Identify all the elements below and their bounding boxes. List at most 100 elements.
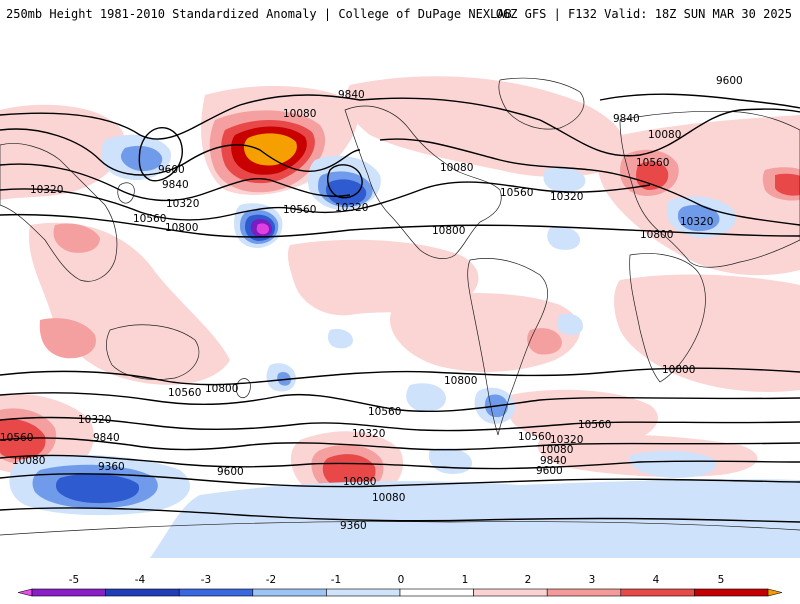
anomaly-region bbox=[53, 223, 100, 253]
colorbar-swatch bbox=[473, 588, 548, 597]
contour-label: 10320 bbox=[166, 198, 199, 210]
coastline-south-america bbox=[467, 258, 548, 436]
contour-label: 10080 bbox=[440, 162, 473, 174]
contour-label: 10560 bbox=[368, 406, 401, 418]
anomaly-region bbox=[543, 167, 586, 193]
anomaly-region bbox=[327, 329, 353, 349]
model-run-valid-time: 06Z GFS | F132 Valid: 18Z SUN MAR 30 202… bbox=[495, 7, 792, 21]
colorbar-tick: 0 bbox=[398, 574, 405, 586]
colorbar-tick: -5 bbox=[69, 574, 79, 586]
colorbar-swatch bbox=[767, 588, 783, 597]
contour-label: 10560 bbox=[168, 387, 201, 399]
colorbar: -5 -4 -3 -2 -1 0 1 2 3 4 5 bbox=[0, 572, 800, 600]
anomaly-region bbox=[277, 371, 291, 386]
anomaly-region bbox=[322, 454, 376, 489]
contour-line bbox=[379, 138, 800, 226]
contour-label: 10800 bbox=[444, 375, 477, 387]
contour-label: 9600 bbox=[536, 465, 563, 477]
colorbar-tick-labels: -5 -4 -3 -2 -1 0 1 2 3 4 5 bbox=[69, 574, 725, 586]
colorbar-svg: -5 -4 -3 -2 -1 0 1 2 3 4 5 bbox=[17, 574, 783, 597]
anomaly-region bbox=[256, 223, 269, 235]
contour-line bbox=[599, 93, 800, 109]
contour-label: 10800 bbox=[205, 383, 238, 395]
contour-labels: 9840 9600 10080 9600 9840 10320 10560 10… bbox=[0, 75, 743, 532]
colorbar-tick: 4 bbox=[653, 574, 660, 586]
contour-label: 10560 bbox=[518, 431, 551, 443]
anomaly-region bbox=[390, 293, 581, 372]
contour-label: 10560 bbox=[636, 157, 669, 169]
contour-line bbox=[0, 367, 800, 386]
anomaly-region bbox=[775, 173, 800, 196]
contour-line bbox=[0, 213, 800, 238]
colorbar-swatch bbox=[546, 588, 622, 597]
anomaly-region bbox=[557, 313, 583, 335]
anomaly-region bbox=[630, 450, 717, 478]
colorbar-swatch bbox=[252, 588, 327, 597]
anomaly-region bbox=[244, 133, 297, 166]
contour-label: 10080 bbox=[540, 444, 573, 456]
anomaly-region bbox=[677, 204, 720, 232]
contour-label: 10320 bbox=[78, 414, 111, 426]
coastline-australia bbox=[106, 324, 200, 380]
contour-label: 9600 bbox=[158, 164, 185, 176]
contour-label: 9360 bbox=[98, 461, 125, 473]
contour-label: 10080 bbox=[648, 129, 681, 141]
map-title: 250mb Height 1981-2010 Standardized Anom… bbox=[6, 7, 512, 21]
colorbar-tick: -4 bbox=[135, 574, 146, 586]
contour-label: 10560 bbox=[500, 187, 533, 199]
contour-label: 9360 bbox=[340, 520, 367, 532]
contour-label: 9600 bbox=[217, 466, 244, 478]
contour-line bbox=[0, 437, 800, 451]
contour-line bbox=[327, 164, 363, 199]
contour-label: 10560 bbox=[0, 432, 33, 444]
coastline-greenland bbox=[498, 77, 585, 130]
colorbar-swatch bbox=[31, 588, 106, 597]
colorbar-tick: -2 bbox=[266, 574, 276, 586]
colorbar-swatch bbox=[17, 588, 33, 597]
header: 250mb Height 1981-2010 Standardized Anom… bbox=[0, 0, 800, 28]
contour-line bbox=[0, 392, 800, 413]
contour-label: 9840 bbox=[162, 179, 189, 191]
contour-label: 10800 bbox=[432, 225, 465, 237]
coastline-antarctica bbox=[0, 521, 800, 536]
colorbar-tick: -1 bbox=[331, 574, 341, 586]
contour-label: 10320 bbox=[550, 191, 583, 203]
contour-label: 10320 bbox=[352, 428, 385, 440]
contour-label: 9840 bbox=[338, 89, 365, 101]
contour-label: 10320 bbox=[550, 434, 583, 446]
contour-label: 10080 bbox=[343, 476, 376, 488]
colorbar-swatch bbox=[620, 588, 695, 597]
anomaly-region bbox=[547, 226, 580, 250]
coastline-japan bbox=[117, 182, 135, 204]
colorbar-tick: 1 bbox=[462, 574, 469, 586]
contour-label: 10080 bbox=[12, 455, 45, 467]
contour-label: 10560 bbox=[283, 204, 316, 216]
colorbar-tick: 3 bbox=[589, 574, 596, 586]
contour-label: 9840 bbox=[613, 113, 640, 125]
height-contours bbox=[0, 93, 800, 523]
anomaly-region bbox=[39, 318, 96, 359]
contour-line bbox=[0, 473, 800, 488]
contour-line bbox=[138, 127, 183, 182]
colorbar-tick: 2 bbox=[525, 574, 532, 586]
contour-line bbox=[0, 454, 800, 470]
map-svg: 9840 9600 10080 9600 9840 10320 10560 10… bbox=[0, 40, 800, 558]
contour-label: 10080 bbox=[283, 108, 316, 120]
contour-line bbox=[0, 94, 800, 157]
contour-label: 10320 bbox=[680, 216, 713, 228]
colorbar-swatch bbox=[178, 588, 254, 597]
contour-label: 9840 bbox=[540, 455, 567, 467]
contour-label: 10080 bbox=[372, 492, 405, 504]
contour-label: 10320 bbox=[335, 202, 368, 214]
colorbar-swatch bbox=[326, 588, 401, 597]
coastline-new-zealand bbox=[235, 378, 251, 399]
anomaly-region bbox=[150, 479, 800, 558]
contour-line bbox=[0, 163, 351, 202]
anomaly-region bbox=[506, 389, 658, 447]
coastline-africa bbox=[629, 253, 706, 383]
coastlines bbox=[0, 77, 800, 536]
contour-label: 10320 bbox=[30, 184, 63, 196]
contour-label: 10800 bbox=[662, 364, 695, 376]
colorbar-tick: 5 bbox=[718, 574, 725, 586]
coastline-north-america bbox=[344, 105, 502, 259]
